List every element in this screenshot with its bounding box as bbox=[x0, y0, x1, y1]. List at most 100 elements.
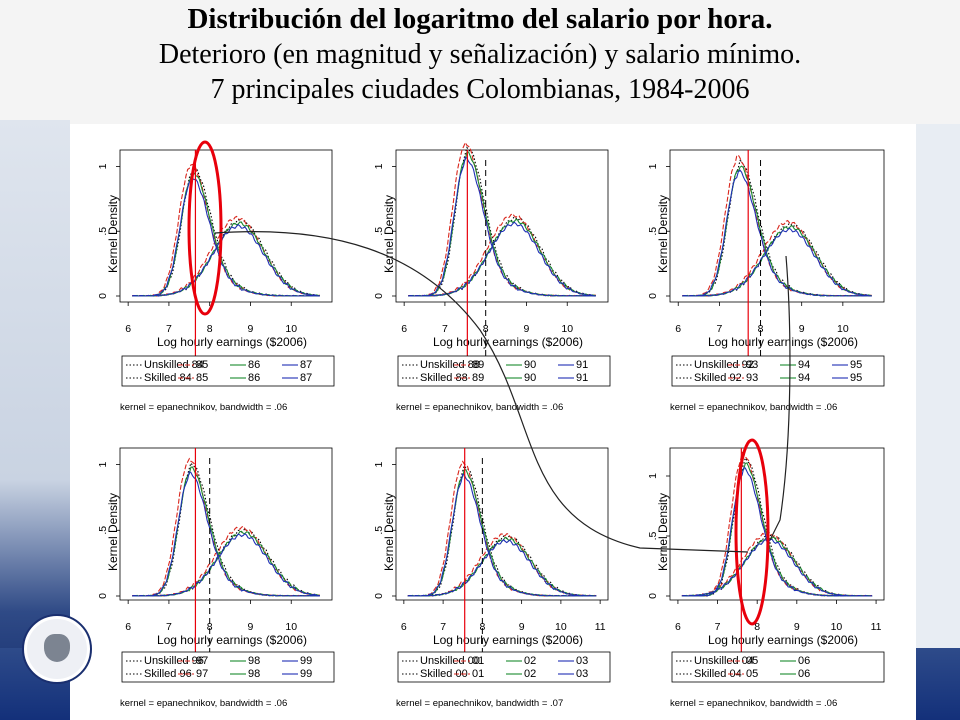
panel4-ytick-label: 1 bbox=[97, 461, 109, 467]
panel6-ylabel: Kernel Density bbox=[656, 493, 670, 571]
panel1-xtick-label: 7 bbox=[166, 323, 172, 335]
panel6-plot-frame bbox=[669, 447, 885, 601]
slide-subtitle-line2: 7 principales ciudades Colombianas, 1984… bbox=[210, 74, 750, 105]
panel5-ytick-label: 0 bbox=[373, 593, 385, 599]
title-block: Distribución del logaritmo del salario p… bbox=[0, 2, 960, 107]
connector-arc-2 bbox=[769, 255, 791, 541]
panel6-unskilled-series-4 bbox=[681, 467, 873, 597]
panel4-ytick-label: .5 bbox=[97, 526, 109, 535]
panel1-xtick-label: 10 bbox=[285, 323, 297, 335]
panel5-plot-frame bbox=[395, 447, 609, 601]
panel2-legend-label-unskilled-3: 90 bbox=[524, 359, 536, 371]
panel3-legend-label-skilled-1: Skilled 92 bbox=[694, 372, 742, 384]
panel6-legend-label-unskilled-2: 05 bbox=[746, 655, 758, 667]
panel5-legend-label-skilled-3: 02 bbox=[524, 668, 536, 680]
panel4-legend-label-unskilled-1: Unskilled 96 bbox=[144, 655, 204, 667]
panel5-xtick-label: 10 bbox=[555, 621, 567, 633]
banco-seal-logo bbox=[22, 614, 92, 684]
panel5-xtick-label: 9 bbox=[519, 621, 525, 633]
panel6-xtick-label: 9 bbox=[794, 621, 800, 633]
panel4-ylabel: Kernel Density bbox=[106, 493, 120, 571]
panel5-legend-label-unskilled-1: Unskilled 00 bbox=[420, 655, 480, 667]
panel5-ytick-label: 1 bbox=[373, 461, 385, 467]
panel3-legend-label-unskilled-3: 94 bbox=[798, 359, 810, 371]
panel2-xtick-label: 9 bbox=[524, 323, 530, 335]
panel2-legend-box bbox=[397, 355, 611, 387]
panel2-ytick-label: .5 bbox=[373, 227, 385, 236]
panel6-legend-box bbox=[671, 651, 885, 683]
panel1-xtick-label: 8 bbox=[207, 323, 213, 335]
panel6-ytick-label: 1 bbox=[647, 473, 659, 479]
panel3-ylabel: Kernel Density bbox=[656, 195, 670, 273]
panel4-unskilled-series-4 bbox=[132, 471, 320, 597]
panel5-ylabel: Kernel Density bbox=[382, 493, 396, 571]
panel4-legend-label-skilled-1: Skilled 96 bbox=[144, 668, 192, 680]
panel6-skilled-series-4 bbox=[681, 538, 873, 597]
panel5-unskilled-series-1 bbox=[407, 464, 597, 597]
panel2-legend-label-unskilled-4: 91 bbox=[576, 359, 588, 371]
panel6-kernel-note: kernel = epanechnikov, bandwidth = .06 bbox=[670, 698, 837, 709]
panel1-ytick-label: 0 bbox=[97, 293, 109, 299]
panel4-legend-label-skilled-2: 97 bbox=[196, 668, 208, 680]
panel1-xtick-label: 9 bbox=[248, 323, 254, 335]
panel4-legend-box bbox=[121, 651, 335, 683]
panel5-legend-label-skilled-1: Skilled 00 bbox=[420, 668, 468, 680]
panel3-ytick-label: 1 bbox=[647, 163, 659, 169]
panel2-legend-label-skilled-3: 90 bbox=[524, 372, 536, 384]
panel4-xtick-label: 7 bbox=[166, 621, 172, 633]
panel6-skilled-series-2 bbox=[681, 531, 873, 597]
panel5-xtick-label: 6 bbox=[401, 621, 407, 633]
panel5-legend-label-skilled-2: 01 bbox=[472, 668, 484, 680]
panel3-legend-box bbox=[671, 355, 885, 387]
panel5-legend-label-unskilled-2: 01 bbox=[472, 655, 484, 667]
panel4-legend-label-skilled-3: 98 bbox=[248, 668, 260, 680]
panel2-xtick-label: 8 bbox=[483, 323, 489, 335]
panel4-skilled-series-4 bbox=[132, 533, 320, 597]
panel4-xtick-label: 6 bbox=[125, 621, 131, 633]
panel2-legend-label-skilled-2: 89 bbox=[472, 372, 484, 384]
panel1-legend-label-unskilled-3: 86 bbox=[248, 359, 260, 371]
panel5-legend-label-skilled-4: 03 bbox=[576, 668, 588, 680]
panel3-legend-label-skilled-3: 94 bbox=[798, 372, 810, 384]
panel4-legend-label-unskilled-4: 99 bbox=[300, 655, 312, 667]
panel1-kernel-note: kernel = epanechnikov, bandwidth = .06 bbox=[120, 402, 287, 413]
panel1-legend-label-unskilled-2: 85 bbox=[196, 359, 208, 371]
panel3-xtick-label: 6 bbox=[675, 323, 681, 335]
panel1-legend-box bbox=[121, 355, 335, 387]
slide-title: Distribución del logaritmo del salario p… bbox=[187, 3, 773, 35]
panel6-xtick-label: 11 bbox=[871, 621, 882, 633]
panel6-xtick-label: 8 bbox=[754, 621, 760, 633]
panel3-legend-label-unskilled-4: 95 bbox=[850, 359, 862, 371]
panel3-legend-label-unskilled-2: 93 bbox=[746, 359, 758, 371]
panel5-kernel-note: kernel = epanechnikov, bandwidth = .07 bbox=[396, 698, 563, 709]
panel5-xtick-label: 11 bbox=[595, 621, 606, 633]
panel5-legend-box bbox=[397, 651, 611, 683]
panel6-legend-label-skilled-3: 06 bbox=[798, 668, 810, 680]
panel2-legend-label-unskilled-2: 89 bbox=[472, 359, 484, 371]
panel2-legend-label-skilled-1: Skilled 88 bbox=[420, 372, 468, 384]
panel3-unskilled-series-4 bbox=[682, 169, 872, 297]
panel3-legend-label-skilled-2: 93 bbox=[746, 372, 758, 384]
panel6-xtick-label: 10 bbox=[831, 621, 843, 633]
panel4-legend-label-unskilled-3: 98 bbox=[248, 655, 260, 667]
panel6-legend-label-skilled-1: Skilled 04 bbox=[694, 668, 742, 680]
panel5-xtick-label: 7 bbox=[440, 621, 446, 633]
panel5-legend-label-unskilled-4: 03 bbox=[576, 655, 588, 667]
panel2-ytick-label: 1 bbox=[373, 163, 385, 169]
panel2-kernel-note: kernel = epanechnikov, bandwidth = .06 bbox=[396, 402, 563, 413]
panel4-xlabel: Log hourly earnings ($2006) bbox=[157, 633, 307, 647]
panel3-ytick-label: 0 bbox=[647, 293, 659, 299]
panel3-xtick-label: 9 bbox=[799, 323, 805, 335]
panel1-xtick-label: 6 bbox=[125, 323, 131, 335]
panel3-legend-label-unskilled-1: Unskilled 92 bbox=[694, 359, 754, 371]
panel3-xlabel: Log hourly earnings ($2006) bbox=[708, 335, 858, 349]
panel2-plot-frame bbox=[395, 149, 609, 303]
panel4-xtick-label: 9 bbox=[248, 621, 254, 633]
panel2-xtick-label: 10 bbox=[561, 323, 573, 335]
panel3-skilled-series-4 bbox=[682, 227, 872, 297]
panel1-unskilled-series-4 bbox=[132, 178, 320, 297]
panel4-legend-label-unskilled-2: 97 bbox=[196, 655, 208, 667]
panel6-legend-label-unskilled-1: Unskilled 04 bbox=[694, 655, 754, 667]
panel1-legend-label-skilled-1: Skilled 84 bbox=[144, 372, 192, 384]
panel5-legend-label-unskilled-3: 02 bbox=[524, 655, 536, 667]
